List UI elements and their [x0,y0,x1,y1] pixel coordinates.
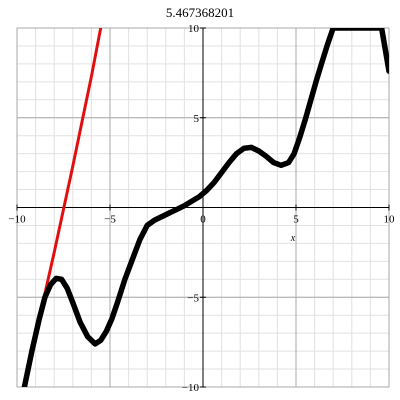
y-tick-label: −5 [187,292,199,304]
x-tick-label: 0 [200,214,206,226]
x-tick-label: 5 [293,214,299,226]
curves [21,28,389,387]
tick-labels: −10 −5 0 5 10 −10 −5 5 10 [8,23,395,394]
x-tick-label: −5 [104,214,116,226]
y-tick-label: 5 [194,113,200,125]
x-tick-label: −10 [8,214,26,226]
x-tick-label: 10 [384,214,396,226]
y-tick-label: 10 [188,23,200,35]
x-axis-label: x [290,233,296,244]
axes [16,27,390,388]
chart-title: 5.467368201 [166,5,234,20]
y-tick-label: −10 [182,382,200,394]
black-curve [21,28,389,387]
